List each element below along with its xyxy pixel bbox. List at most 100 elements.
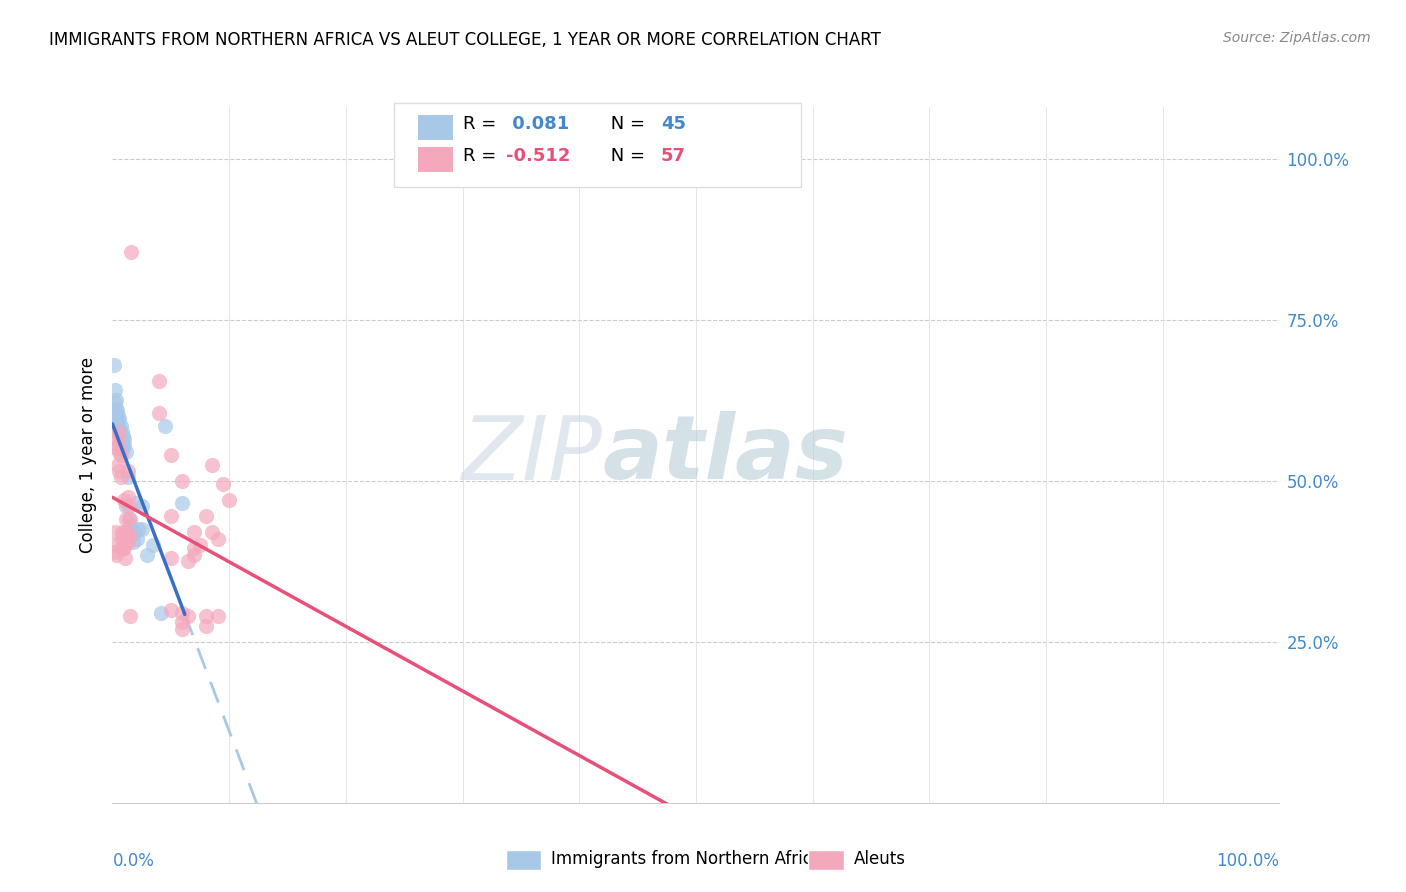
Text: 57: 57: [661, 147, 686, 165]
Point: [194, 618, 217, 632]
Point: [104, 384, 127, 398]
Point: [188, 538, 211, 552]
Text: N =: N =: [605, 115, 651, 133]
Point: [104, 525, 127, 540]
Point: [111, 442, 134, 456]
Point: [105, 409, 128, 424]
Point: [125, 496, 148, 510]
Point: [121, 528, 143, 542]
Point: [177, 554, 200, 568]
Point: [114, 551, 136, 566]
Point: [122, 534, 145, 549]
Point: [117, 490, 139, 504]
Point: [148, 374, 170, 388]
Point: [104, 409, 127, 424]
Point: [114, 525, 136, 540]
Point: [107, 409, 129, 424]
Point: [125, 532, 148, 546]
Point: [172, 496, 194, 510]
Point: [218, 493, 240, 508]
Point: [111, 528, 134, 542]
Point: [111, 442, 134, 456]
Point: [112, 541, 135, 556]
Point: [183, 525, 205, 540]
Point: [115, 500, 138, 514]
Text: ZIP: ZIP: [461, 412, 603, 498]
Point: [110, 419, 132, 434]
Text: Immigrants from Northern Africa: Immigrants from Northern Africa: [551, 850, 823, 868]
Point: [108, 464, 131, 478]
Point: [107, 419, 129, 434]
Point: [172, 622, 194, 636]
Point: [110, 448, 132, 462]
Text: R =: R =: [463, 115, 502, 133]
Point: [107, 458, 129, 472]
Point: [183, 548, 205, 562]
Point: [131, 500, 153, 514]
Point: [131, 522, 153, 536]
Point: [148, 406, 170, 420]
Point: [104, 396, 127, 410]
Point: [118, 609, 141, 624]
Point: [172, 606, 194, 620]
Point: [104, 393, 127, 408]
Point: [120, 244, 142, 259]
Y-axis label: College, 1 year or more: College, 1 year or more: [79, 357, 97, 553]
Point: [107, 425, 129, 440]
Point: [111, 425, 134, 440]
Point: [107, 425, 129, 440]
Point: [115, 512, 138, 526]
Point: [172, 474, 194, 488]
Text: atlas: atlas: [603, 411, 848, 499]
Text: 45: 45: [661, 115, 686, 133]
Point: [207, 609, 229, 624]
Text: IMMIGRANTS FROM NORTHERN AFRICA VS ALEUT COLLEGE, 1 YEAR OR MORE CORRELATION CHA: IMMIGRANTS FROM NORTHERN AFRICA VS ALEUT…: [49, 31, 882, 49]
Text: 0.0%: 0.0%: [112, 852, 155, 870]
Point: [103, 358, 125, 372]
Point: [111, 541, 134, 556]
Point: [183, 541, 205, 556]
Point: [153, 419, 176, 434]
Point: [201, 525, 224, 540]
Point: [160, 509, 183, 524]
Point: [105, 402, 128, 417]
Point: [111, 428, 134, 442]
Point: [118, 518, 141, 533]
Point: [194, 509, 217, 524]
Point: [107, 438, 129, 452]
Point: [104, 538, 127, 552]
Point: [115, 534, 138, 549]
Point: [118, 512, 141, 526]
Text: 0.081: 0.081: [506, 115, 569, 133]
Point: [105, 432, 128, 446]
Point: [105, 442, 128, 456]
Point: [103, 544, 125, 558]
Point: [207, 532, 229, 546]
Point: [112, 493, 135, 508]
Point: [112, 438, 135, 452]
Point: [104, 548, 127, 562]
Point: [111, 525, 134, 540]
Point: [172, 615, 194, 630]
Point: [105, 416, 128, 430]
Point: [118, 500, 141, 514]
Point: [127, 522, 149, 536]
Point: [122, 525, 145, 540]
Point: [111, 435, 134, 450]
Point: [201, 458, 224, 472]
Point: [118, 512, 141, 526]
Text: N =: N =: [605, 147, 651, 165]
Point: [117, 470, 139, 484]
Point: [110, 470, 132, 484]
Point: [124, 525, 146, 540]
Point: [120, 525, 142, 540]
Point: [104, 402, 127, 417]
Point: [118, 528, 141, 542]
Point: [108, 444, 131, 458]
Point: [160, 448, 183, 462]
Point: [117, 534, 139, 549]
Point: [108, 422, 131, 436]
Point: [112, 432, 135, 446]
Point: [117, 464, 139, 478]
Point: [142, 538, 165, 552]
